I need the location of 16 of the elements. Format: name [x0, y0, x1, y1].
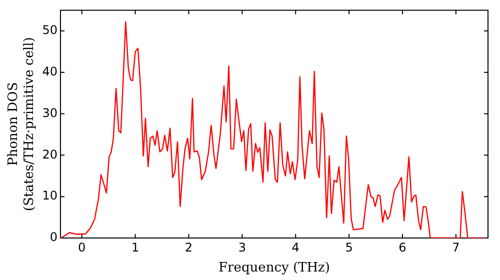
y-tick-label: 40: [42, 64, 58, 78]
x-tick-label: 0: [78, 240, 86, 254]
x-tick-label: 2: [184, 240, 193, 254]
x-tick-label: 4: [292, 240, 300, 254]
y-axis-title: Phonon DOS (States/THz·primitive cell): [6, 37, 37, 212]
x-tick-label: 6: [398, 240, 406, 254]
y-tick-label: 50: [42, 23, 58, 38]
x-tick-label: 7: [452, 240, 460, 254]
x-tick-label: 3: [238, 240, 246, 254]
y-tick-label: 30: [42, 106, 58, 120]
y-tick-label: 20: [42, 147, 58, 162]
x-tick-label: 1: [131, 240, 140, 254]
y-tick-label: 0: [50, 230, 58, 244]
x-axis-title: Frequency (THz): [218, 260, 330, 276]
x-tick-label: 5: [345, 240, 353, 254]
y-tick-label: 10: [42, 188, 58, 203]
